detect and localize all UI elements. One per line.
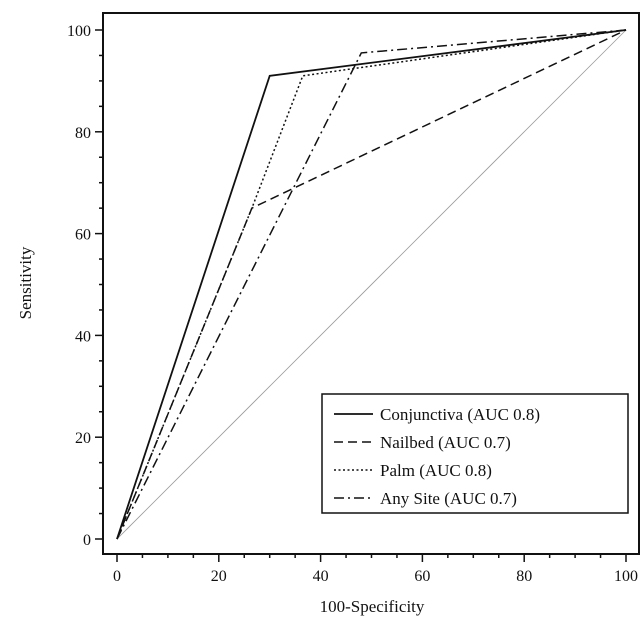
legend-label-2: Nailbed (AUC 0.7) (380, 433, 511, 452)
y-tick-label: 60 (75, 227, 91, 244)
series-line-3 (116, 29, 627, 540)
legend: Conjunctiva (AUC 0.8) Nailbed (AUC 0.7) Pa… (321, 393, 629, 514)
legend-label-1: Conjunctiva (AUC 0.8) (380, 405, 540, 424)
y-tick-label: 100 (67, 23, 91, 40)
y-axis-ticks: 0 20 40 60 80 100 (67, 23, 103, 549)
reference-diagonal-line (116, 29, 627, 540)
legend-label-3: Palm (AUC 0.8) (380, 461, 492, 480)
y-tick-label: 40 (75, 328, 91, 345)
x-tick-label: 60 (414, 568, 430, 585)
x-tick-label: 20 (211, 568, 227, 585)
y-tick-label: 0 (83, 532, 91, 549)
x-tick-label: 0 (113, 568, 121, 585)
reference-line-group (116, 29, 627, 540)
x-tick-label: 40 (313, 568, 329, 585)
y-axis-label: Sensitivity (16, 246, 35, 319)
legend-label-4: Any Site (AUC 0.7) (380, 489, 517, 508)
x-axis-label: 100-Specificity (320, 597, 425, 616)
x-tick-label: 80 (516, 568, 532, 585)
y-tick-label: 20 (75, 430, 91, 447)
series-line-1 (116, 29, 627, 540)
x-tick-label: 100 (614, 568, 638, 585)
series-group (116, 29, 627, 540)
y-tick-label: 80 (75, 125, 91, 142)
series-line-4 (116, 29, 627, 540)
x-axis-ticks: 0 20 40 60 80 100 (113, 554, 638, 585)
